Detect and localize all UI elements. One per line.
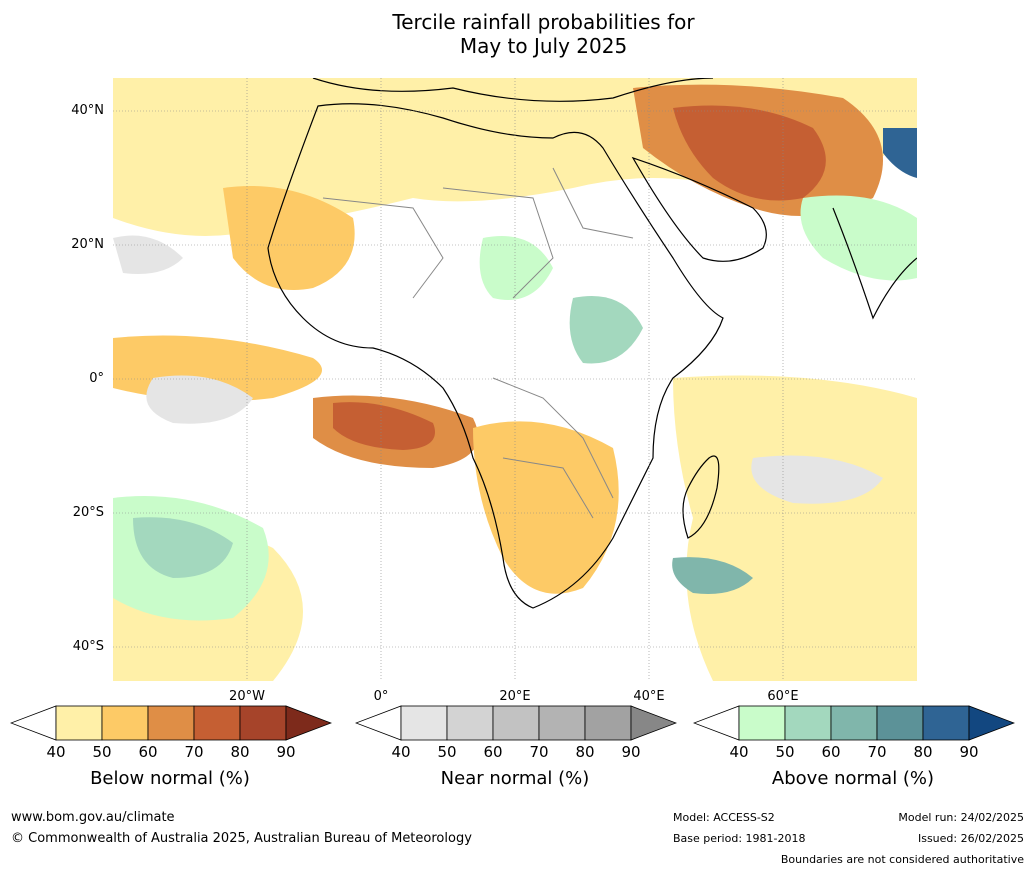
colorbar-near-seg-1: [446, 705, 494, 741]
colorbar-above-lower-arrow: [693, 705, 740, 741]
rainfall-probability-map: [113, 78, 917, 681]
patch-above-sahel: [479, 236, 553, 300]
map-title: Tercile rainfall probabilities for May t…: [0, 10, 1035, 58]
below-tick-80: 80: [230, 743, 250, 761]
patch-near-1: [146, 375, 253, 424]
lat-label-20s: 20°S: [72, 505, 104, 520]
colorbar-above-seg-1: [784, 705, 832, 741]
colorbar-below-normal: [10, 705, 332, 741]
colorbar-below-seg-3: [193, 705, 241, 741]
patch-above-mozambique: [672, 557, 753, 594]
patch-below-atlantic-dark: [333, 402, 435, 450]
patch-below-indian: [673, 375, 917, 681]
border-1: [322, 197, 444, 299]
arabia-coastline: [631, 156, 767, 262]
colorbar-above-title: Above normal (%): [771, 768, 935, 789]
borders: [322, 167, 634, 519]
patch-below-mideast-dark: [673, 105, 826, 201]
disclaimer-text: Boundaries are not considered authoritat…: [780, 853, 1024, 866]
india-coastline: [832, 207, 917, 320]
near-tick-70: 70: [529, 743, 549, 761]
coastline: [267, 78, 917, 609]
lon-label-60e: 60°E: [767, 689, 799, 704]
model-run-text: Model run: 24/02/2025: [898, 811, 1024, 824]
patch-above-himalaya: [883, 128, 917, 178]
copyright-text: © Commonwealth of Australia 2025, Austra…: [11, 831, 472, 846]
lat-label-40n: 40°N: [71, 103, 104, 118]
colorbar-near-normal: [355, 705, 677, 741]
patch-below-southafrica: [473, 421, 619, 594]
near-tick-50: 50: [437, 743, 457, 761]
africa-coastline: [267, 103, 724, 609]
colorbar-below-seg-4: [239, 705, 287, 741]
colorbar-below-lower-arrow: [10, 705, 57, 741]
model-text: Model: ACCESS-S2: [673, 811, 775, 824]
base-period-text: Base period: 1981-2018: [673, 832, 806, 845]
near-tick-90: 90: [621, 743, 641, 761]
border-2: [442, 187, 554, 299]
colorbar-above-seg-2: [830, 705, 878, 741]
above-tick-50: 50: [775, 743, 795, 761]
near-tick-80: 80: [575, 743, 595, 761]
graticule: [113, 78, 917, 681]
above-tick-40: 40: [729, 743, 749, 761]
colorbar-above-normal: [693, 705, 1015, 741]
above-tick-70: 70: [867, 743, 887, 761]
patch-below-westafrica: [223, 186, 355, 290]
below-tick-90: 90: [276, 743, 296, 761]
lon-label-0: 0°: [373, 689, 389, 704]
colorbar-below-seg-1: [101, 705, 149, 741]
colorbar-above-seg-3: [876, 705, 924, 741]
lon-label-40e: 40°E: [633, 689, 665, 704]
colorbar-below-title: Below normal (%): [90, 768, 250, 789]
colorbar-below-upper-arrow: [285, 705, 332, 741]
lat-label-40s: 40°S: [72, 639, 104, 654]
website-link[interactable]: www.bom.gov.au/climate: [11, 810, 175, 825]
patch-above-india: [800, 195, 917, 281]
patch-above-eastafrica: [569, 296, 643, 364]
border-3: [552, 167, 634, 239]
border-4: [492, 377, 614, 499]
lat-label-20n: 20°N: [71, 237, 104, 252]
title-line-1: Tercile rainfall probabilities for: [392, 10, 695, 34]
colorbar-near-seg-4: [584, 705, 632, 741]
colorbar-below-seg-0: [55, 705, 103, 741]
border-5: [502, 457, 594, 519]
above-tick-80: 80: [913, 743, 933, 761]
patch-above-southwest-mid: [133, 517, 233, 578]
colorbar-above-seg-4: [922, 705, 970, 741]
colorbar-near-upper-arrow: [630, 705, 677, 741]
near-tick-40: 40: [391, 743, 411, 761]
below-tick-60: 60: [138, 743, 158, 761]
europe-coastline: [312, 78, 714, 102]
colorbar-near-seg-0: [400, 705, 448, 741]
below-tick-50: 50: [92, 743, 112, 761]
colorbar-below-seg-2: [147, 705, 195, 741]
lon-label-20e: 20°E: [499, 689, 531, 704]
lat-label-0: 0°: [89, 371, 104, 386]
colorbar-near-title: Near normal (%): [440, 768, 590, 789]
colorbar-above-seg-0: [738, 705, 786, 741]
madagascar-coastline: [682, 455, 720, 539]
below-tick-40: 40: [46, 743, 66, 761]
colorbar-near-seg-3: [538, 705, 586, 741]
issued-text: Issued: 26/02/2025: [917, 832, 1024, 845]
colorbar-near-lower-arrow: [355, 705, 402, 741]
below-tick-70: 70: [184, 743, 204, 761]
patch-near-2: [751, 455, 883, 504]
above-tick-60: 60: [821, 743, 841, 761]
patch-near-3: [113, 235, 183, 274]
colorbar-above-upper-arrow: [968, 705, 1015, 741]
colorbar-near-seg-2: [492, 705, 540, 741]
lon-label-20w: 20°W: [229, 689, 265, 704]
above-tick-90: 90: [959, 743, 979, 761]
near-tick-60: 60: [483, 743, 503, 761]
title-line-2: May to July 2025: [459, 34, 628, 58]
